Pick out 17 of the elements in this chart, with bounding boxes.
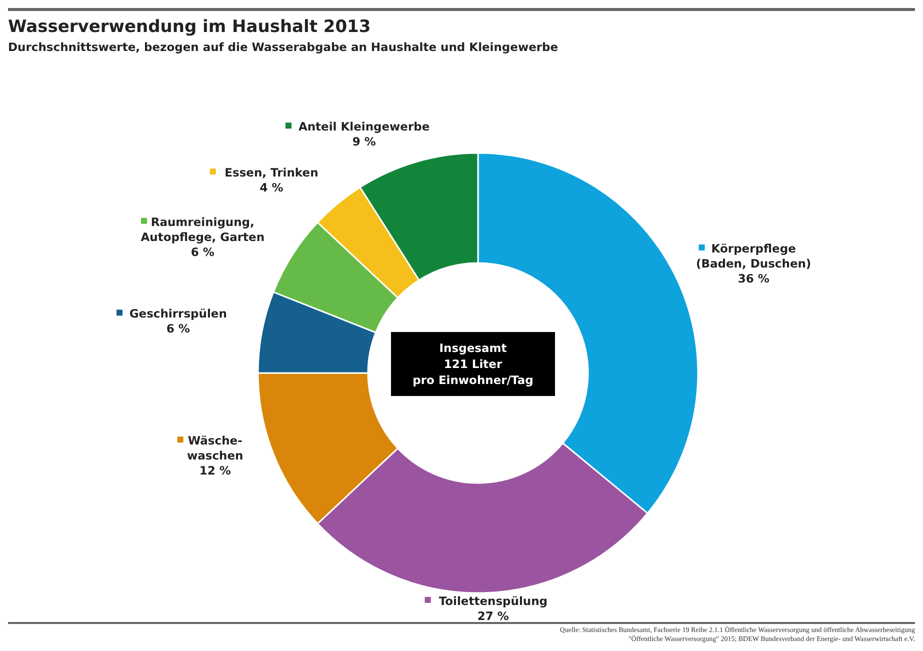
- legend-label: Essen, Trinken: [224, 166, 318, 180]
- chart-subtitle: Durchschnittswerte, bezogen auf die Wasserabgabe an Haushalte und Kleingewerbe: [8, 40, 560, 54]
- legend-label: Anteil Kleingewerbe: [298, 120, 430, 134]
- text: Insgesamt 121 Liter pro Einwohner/Tag: [391, 332, 555, 396]
- data-label: 4 %: [260, 180, 284, 195]
- legend-label: Körperpflege (Baden, Duschen): [696, 241, 812, 270]
- legend-label: Wäsche- waschen: [187, 434, 244, 463]
- data-label: 36 %: [738, 271, 770, 286]
- data-label: 12 %: [199, 464, 232, 478]
- legend-label: Geschirrspülen: [129, 306, 227, 321]
- legend-label: Raumreinigung, Autopflege, Garten: [140, 214, 265, 244]
- data-label: 6 %: [190, 244, 215, 259]
- data-label: 9 %: [352, 134, 376, 149]
- chart-title: Wasserverwendung im Haushalt 2013: [8, 17, 372, 37]
- data-label: 6 %: [166, 322, 190, 336]
- data-label: 27 %: [477, 608, 510, 623]
- legend-label: Toilettenspülung: [438, 594, 548, 608]
